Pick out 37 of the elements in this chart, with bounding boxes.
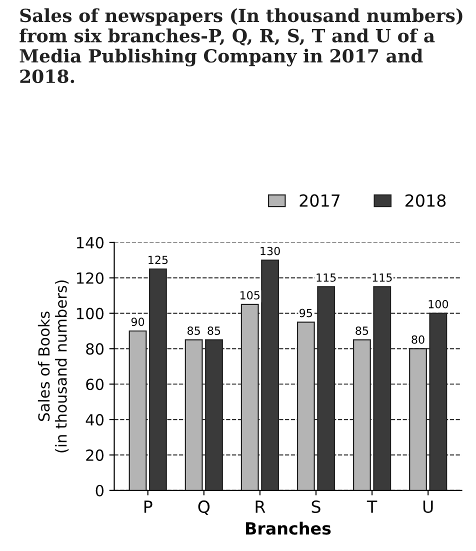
y-axis-title: Sales of Books (in thousand numbers) [38,280,69,452]
y-tick-label: 100 [77,308,104,320]
x-tick-label: Q [198,500,210,515]
y-tick-label: 120 [77,272,104,284]
data-label: 130 [260,246,280,256]
legend-label: 2017 [300,194,340,207]
x-axis-title: Branches [246,522,331,535]
data-label: 90 [131,318,144,326]
y-tick-label: 60 [86,378,104,390]
x-tick-label: T [366,500,378,513]
y-tick-label: 40 [86,414,104,426]
data-label: 105 [240,291,260,300]
y-tick-label: 80 [86,343,104,355]
data-label: 100 [428,300,448,308]
y-tick-label: 0 [96,484,104,496]
bar [240,304,259,490]
data-label: 80 [412,335,424,344]
bar [296,322,315,490]
bar [409,348,427,490]
data-label: 115 [372,274,392,282]
chart-title: Sales of newspapers (In thousand numbers) from six branches-P, Q, R, S, T and U of a Media Publishing Company in 2017 and 2018. [20,8,462,84]
y-tick-label: 140 [77,236,104,248]
x-tick-label: R [256,500,266,513]
bar [184,339,203,490]
data-label: 85 [188,326,200,335]
y-tick-label: 20 [86,449,104,461]
x-tick-label: S [312,500,320,514]
bar [353,339,371,490]
data-label: 125 [148,256,168,264]
data-label: 85 [208,326,220,335]
data-label: 115 [316,274,336,282]
x-tick-label: P [144,500,152,513]
bar [128,330,147,490]
x-tick-label: U [423,500,433,514]
data-label: 85 [356,326,368,335]
data-label: 95 [300,308,312,318]
legend-label: 2018 [406,194,446,207]
